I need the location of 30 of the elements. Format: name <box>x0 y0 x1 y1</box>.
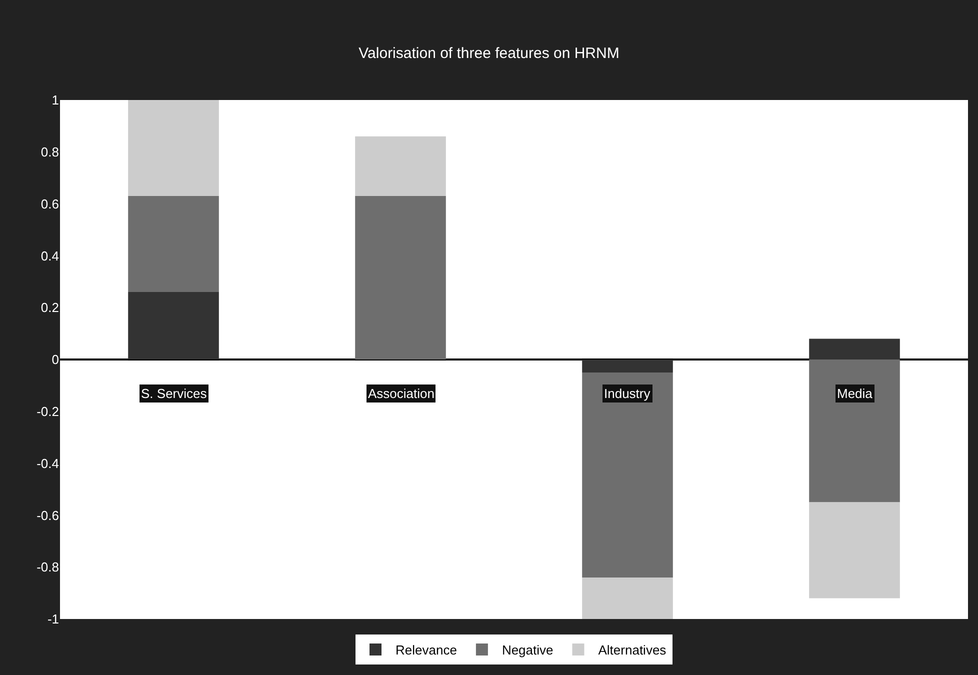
bar <box>582 372 673 578</box>
bar <box>809 338 900 360</box>
y-tick-label: 0.6 <box>40 196 59 212</box>
bar <box>355 136 446 196</box>
y-tick-label: -0.2 <box>36 404 59 419</box>
bar <box>809 502 900 598</box>
y-tick-label: 0.2 <box>40 300 59 316</box>
y-tick-label: 0 <box>52 352 59 368</box>
legend-label: Relevance <box>396 642 457 658</box>
y-tick-label: -0.6 <box>36 508 59 523</box>
x-tick-label: Association <box>368 386 434 401</box>
y-tick-label: -0.8 <box>36 560 59 575</box>
bar <box>809 360 900 502</box>
legend-label: Alternatives <box>598 642 667 658</box>
legend-label: Negative <box>502 642 554 658</box>
y-tick-label: 0.4 <box>40 248 59 264</box>
chart-title: Valorisation of three features on HRNM <box>358 44 620 62</box>
bar <box>582 577 673 619</box>
bar <box>582 360 673 372</box>
y-tick-label: 1 <box>52 92 59 108</box>
y-tick-label: -0.4 <box>36 456 59 471</box>
bar <box>128 292 219 360</box>
bar <box>128 100 219 196</box>
bar <box>128 196 219 292</box>
x-tick-label: Media <box>837 386 874 401</box>
x-tick-label: Industry <box>604 386 651 401</box>
y-tick-label: 0.8 <box>40 144 59 160</box>
x-tick-label: S. Services <box>141 386 208 401</box>
bar <box>355 196 446 360</box>
y-tick-label: -1 <box>47 612 59 627</box>
